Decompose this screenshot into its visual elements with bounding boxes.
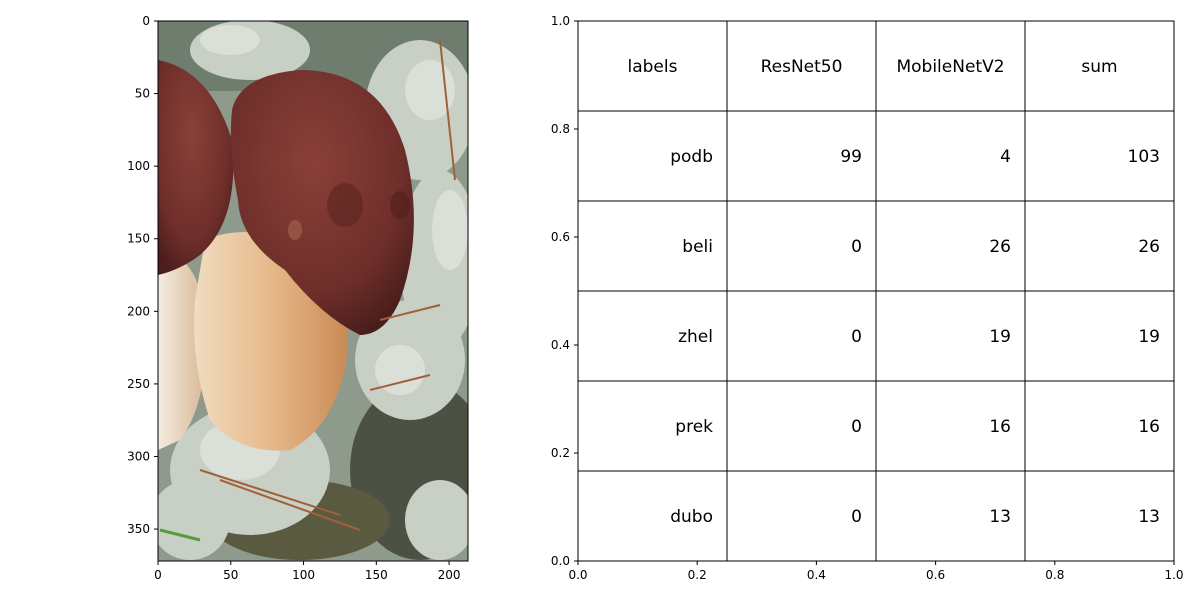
table-x-tick-label: 0.2 [688,568,707,582]
table-x-tick-label: 0.4 [807,568,826,582]
table-y-tick-label: 0.4 [551,338,570,352]
table-x-tick-label: 0.6 [926,568,945,582]
table-y-axis: 0.0 0.2 0.4 0.6 0.8 1.0 [551,14,578,568]
image-y-axis: 0 50 100 150 200 250 300 350 [127,14,158,536]
table-y-tick-label: 0.6 [551,230,570,244]
image-x-axis: 0 50 100 150 200 [154,561,461,582]
table-cell-value: 26 [989,237,1011,257]
table-cell [875,470,1026,562]
image-y-tick-label: 50 [135,87,150,101]
table-y-tick-label: 1.0 [551,14,570,28]
table-header-cell [875,20,1026,112]
table-cell-value: podb [670,147,713,167]
results-table: labels ResNet50 MobileNetV2 sum podb 99 4 103 be… [577,20,1175,562]
table-cell [1024,470,1175,562]
table-cell-value: 26 [1138,237,1160,257]
table-cell [875,380,1026,472]
table-cell-value: 103 [1128,147,1160,167]
table-header-label: labels [628,57,678,77]
image-y-tick-label: 350 [127,522,150,536]
table-cell-value: 13 [989,507,1011,527]
image-x-tick-label: 150 [365,568,388,582]
image-x-tick-label: 0 [154,568,162,582]
image-x-tick-label: 50 [223,568,238,582]
table-cell-value: 19 [989,327,1011,347]
table-cell-value: beli [682,237,713,257]
mushroom-photo [158,21,468,561]
image-x-tick-label: 100 [292,568,315,582]
table-x-axis: 0.0 0.2 0.4 0.6 0.8 1.0 [568,561,1184,582]
table-cell-value: zhel [678,327,713,347]
table-cell-value: 0 [851,507,862,527]
table-cell-value: 0 [851,327,862,347]
table-cell [726,470,877,562]
table-x-tick-label: 0.0 [568,568,587,582]
table-y-tick-label: 0.2 [551,446,570,460]
table-y-tick-label: 0.0 [551,554,570,568]
image-y-tick-label: 300 [127,449,150,463]
image-x-tick-label: 200 [438,568,461,582]
table-cell [1024,380,1175,472]
table-cell-value: 19 [1138,327,1160,347]
table-x-tick-label: 1.0 [1164,568,1183,582]
table-cell-value: 4 [1000,147,1011,167]
table-cell-value: dubo [670,507,713,527]
table-cell [577,380,728,472]
table-cell [726,200,877,292]
table-header-label: MobileNetV2 [896,57,1004,77]
table-cell [726,380,877,472]
table-cell [1024,290,1175,382]
table-cell [577,110,728,202]
table-y-tick-label: 0.8 [551,122,570,136]
table-cell [875,290,1026,382]
table-cell-value: 0 [851,237,862,257]
table-cell-value: prek [675,417,713,437]
table-x-tick-label: 0.8 [1045,568,1064,582]
image-y-tick-label: 250 [127,377,150,391]
image-y-tick-label: 100 [127,159,150,173]
table-cell [875,110,1026,202]
table-cell-value: 16 [989,417,1011,437]
image-y-tick-label: 0 [142,14,150,28]
image-y-tick-label: 200 [127,304,150,318]
table-cell-value: 16 [1138,417,1160,437]
table-cell-value: 0 [851,417,862,437]
table-header-label: ResNet50 [761,57,843,77]
table-cell-value: 13 [1138,507,1160,527]
image-y-tick-label: 150 [127,232,150,246]
table-cell [577,200,728,292]
table-header-label: sum [1081,57,1117,77]
table-cell [726,290,877,382]
table-cell-value: 99 [840,147,862,167]
table-header-cell [726,20,877,112]
table-cell [875,200,1026,292]
table-cell [577,290,728,382]
